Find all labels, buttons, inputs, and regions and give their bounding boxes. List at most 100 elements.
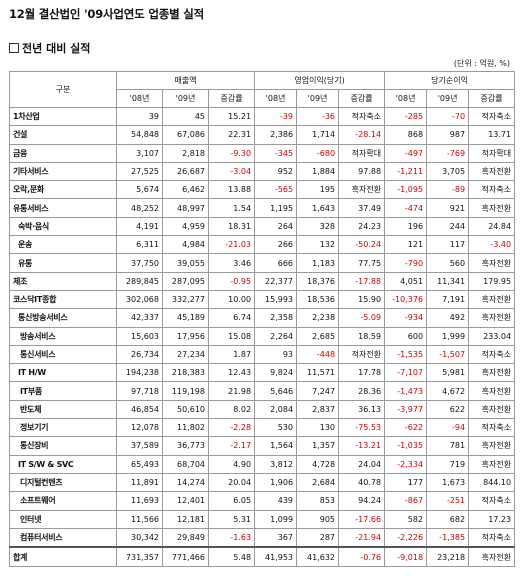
value-cell: 68,704 [162, 454, 209, 474]
row-label: 통신서비스 [9, 344, 117, 365]
value-cell: 50,610 [162, 399, 209, 420]
value-cell: 13.71 [468, 125, 516, 145]
value-cell: 27,234 [162, 344, 209, 365]
value-cell: -1,035 [384, 436, 428, 456]
value-cell: 7,247 [296, 381, 340, 401]
value-cell: 4,728 [296, 454, 340, 474]
value-cell: 흑자전환 [468, 308, 516, 328]
table-row: 기타서비스 27,525 26,687 -3.04 952 1,884 97.88 -1,21… [9, 161, 516, 182]
row-label: 금융 [9, 143, 117, 163]
value-cell: -2.17 [207, 436, 256, 456]
value-cell: 289,845 [116, 271, 163, 291]
value-cell: 4,672 [426, 381, 470, 401]
value-cell: -1,535 [384, 344, 428, 365]
table-row: 방송서비스 15,603 17,956 15.08 2,264 2,685 18.59 600… [9, 326, 516, 346]
value-cell: 328 [296, 216, 340, 237]
value-cell: 233.04 [468, 326, 516, 346]
row-label: 코스닥IT종합 [9, 289, 117, 310]
value-cell: 15,993 [254, 289, 298, 310]
value-cell: 11,802 [162, 418, 209, 438]
value-cell: -3.40 [468, 235, 516, 255]
value-cell: 6.74 [207, 308, 256, 328]
value-cell: 흑자전환 [468, 161, 516, 182]
value-cell: -790 [384, 253, 428, 273]
header-net-income: 당기순이익 [384, 71, 516, 90]
value-cell: 130 [296, 418, 340, 438]
value-cell: -474 [384, 198, 428, 218]
row-label: 통신장비 [9, 436, 117, 456]
value-cell: 28.36 [338, 381, 386, 401]
value-cell: -9.30 [207, 143, 256, 163]
header-change-rate: 증감률 [207, 89, 256, 108]
value-cell: 26,687 [162, 161, 209, 182]
value-cell: 132 [296, 235, 340, 255]
value-cell: 3,705 [426, 161, 470, 182]
value-cell: 18.59 [338, 326, 386, 346]
value-cell: -17.88 [338, 271, 386, 291]
value-cell: -1,095 [384, 180, 428, 200]
value-cell: 5,674 [116, 180, 163, 200]
subtitle-text: 전년 대비 실적 [22, 42, 91, 55]
value-cell: 4.90 [207, 454, 256, 474]
value-cell: 22,377 [254, 271, 298, 291]
value-cell: 36.13 [338, 399, 386, 420]
value-cell: 27,525 [116, 161, 163, 182]
value-cell: -345 [254, 143, 298, 163]
value-cell: 54,848 [116, 125, 163, 145]
unit-note: (단위 : 억원, %) [453, 59, 510, 68]
value-cell: 15.21 [207, 106, 256, 127]
value-cell: 2,818 [162, 143, 209, 163]
value-cell: 10.00 [207, 289, 256, 310]
row-label: 인터넷 [9, 509, 117, 529]
value-cell: 37,589 [116, 436, 163, 456]
row-label: IT S/W & SVC [9, 454, 117, 474]
value-cell: 117 [426, 235, 470, 255]
value-cell: -285 [384, 106, 428, 127]
value-cell: 18,376 [296, 271, 340, 291]
value-cell: 11,571 [296, 363, 340, 383]
value-cell: -17.66 [338, 509, 386, 529]
value-cell: 37,750 [116, 253, 163, 273]
value-cell: 18,536 [296, 289, 340, 310]
value-cell: 46,854 [116, 399, 163, 420]
value-cell: 560 [426, 253, 470, 273]
value-cell: 3.46 [207, 253, 256, 273]
value-cell: -622 [384, 418, 428, 438]
value-cell: 적자확대 [338, 143, 386, 163]
value-cell: 24.23 [338, 216, 386, 237]
value-cell: 7,191 [426, 289, 470, 310]
table-row: 유통서비스 48,252 48,997 1.54 1,195 1,643 37.49 -474… [9, 198, 516, 218]
value-cell: 177 [384, 472, 428, 493]
value-cell: 흑자전환 [468, 381, 516, 401]
value-cell: 21.98 [207, 381, 256, 401]
value-cell: 36,773 [162, 436, 209, 456]
value-cell: 771,466 [162, 546, 209, 568]
value-cell: 5.48 [207, 546, 256, 568]
row-label: 제조 [9, 271, 117, 291]
value-cell: 17.23 [468, 509, 516, 529]
table-row: 건설 54,848 67,086 22.31 2,386 1,714 -28.14 868 98… [9, 125, 516, 145]
value-cell: 367 [254, 527, 298, 548]
value-cell: 196 [384, 216, 428, 237]
row-label: 유통서비스 [9, 198, 117, 218]
value-cell: -2.28 [207, 418, 256, 438]
value-cell: -680 [296, 143, 340, 163]
value-cell: -9,018 [384, 546, 428, 568]
row-label: 유통 [9, 253, 117, 273]
value-cell: 287,095 [162, 271, 209, 291]
row-label: 숙박·음식 [9, 216, 117, 237]
value-cell: 12,078 [116, 418, 163, 438]
table-row: 인터넷 11,566 12,181 5.31 1,099 905 -17.66 582 682 1… [9, 509, 516, 529]
value-cell: 2,386 [254, 125, 298, 145]
table-row: 통신장비 37,589 36,773 -2.17 1,564 1,357 -13.21 -1,… [9, 436, 516, 456]
value-cell: -36 [296, 106, 340, 127]
table-row: 정보기기 12,078 11,802 -2.28 530 130 -75.53 -622 -94… [9, 418, 516, 438]
table-row: IT S/W & SVC 65,493 68,704 4.90 3,812 4,728 24… [9, 454, 516, 474]
table-row: 컴퓨터서비스 30,342 29,849 -1.63 367 287 -21.94 -2,22… [9, 527, 516, 548]
value-cell: 48,252 [116, 198, 163, 218]
value-cell: 흑자전환 [468, 363, 516, 383]
value-cell: 적자축소 [468, 106, 516, 127]
performance-table: 구분 매출액 영업이익(당기) 당기순이익 '08년 '09년 증감률 '08년… [9, 71, 516, 568]
value-cell: -565 [254, 180, 298, 200]
value-cell: 97,718 [116, 381, 163, 401]
